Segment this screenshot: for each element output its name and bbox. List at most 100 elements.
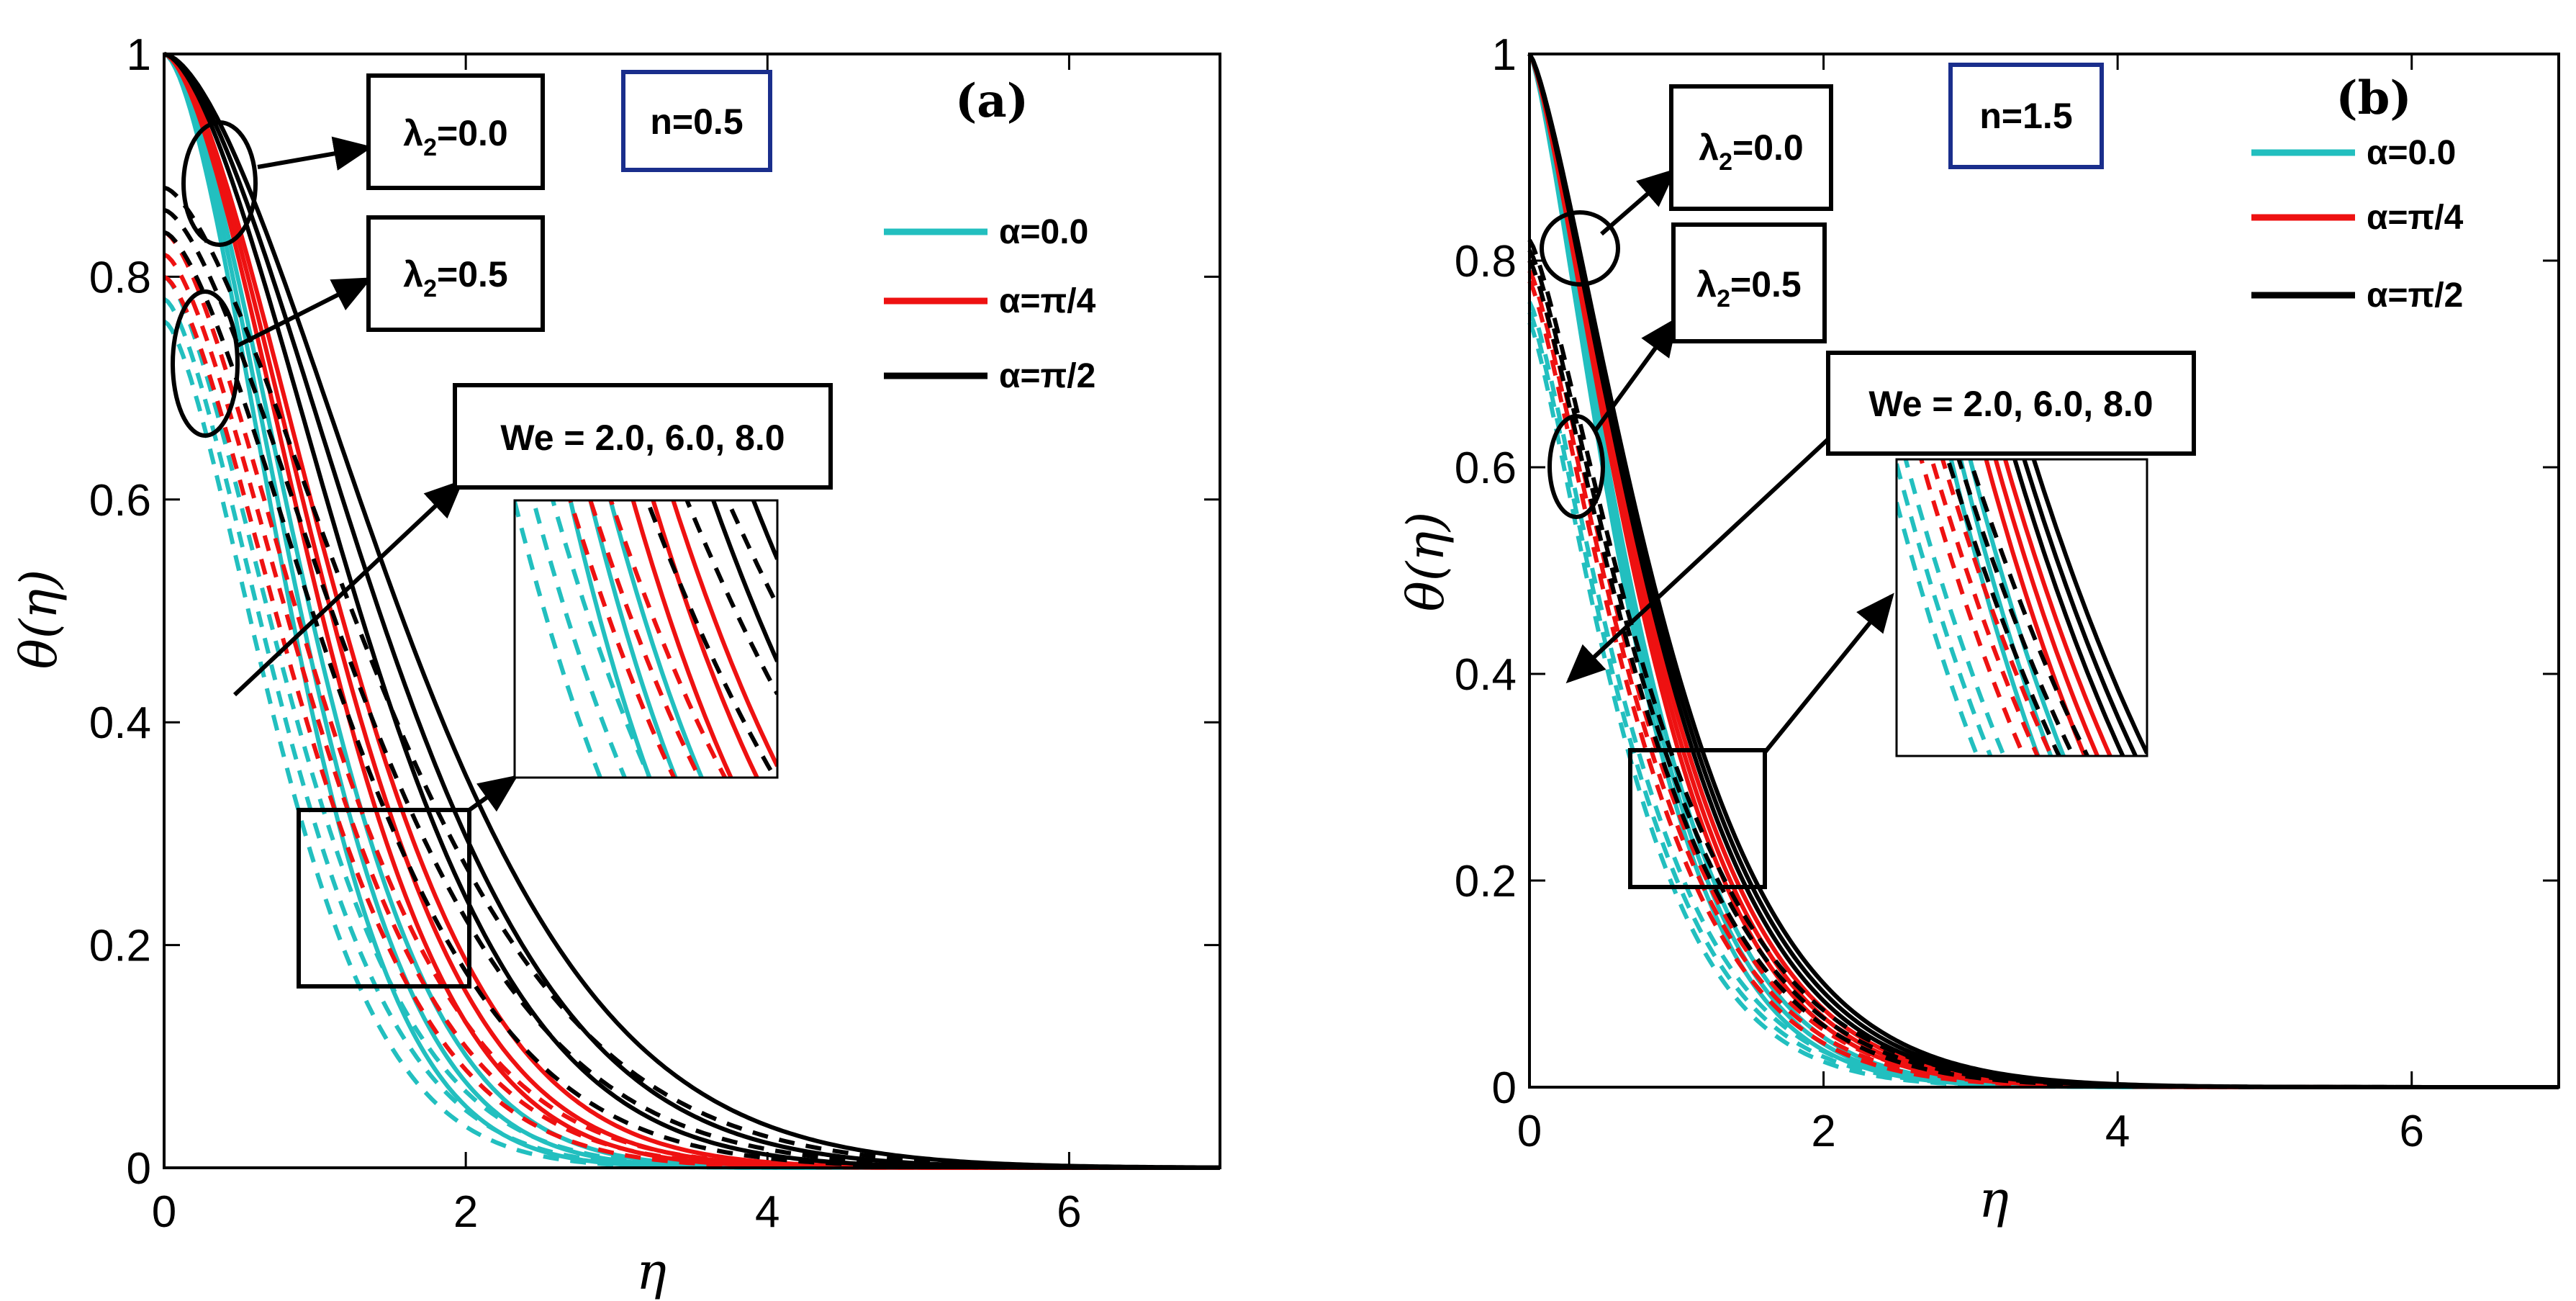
panel-a-inset-series-line-6 [631, 500, 733, 778]
panel-a-inset-series-line-11 [608, 500, 728, 778]
panel-a-frame [163, 53, 1221, 1169]
panel-a-xlabel: η [636, 1242, 666, 1301]
panel-b-ytick-label: 0.4 [1455, 650, 1517, 700]
panel-a-inset-series-line-2 [608, 500, 705, 778]
panel-b-inset-series-line-3 [1897, 502, 1980, 756]
panel-b-inset-series-line-14 [2031, 459, 2147, 755]
panel-b-legend: α=0.0 α=π/4 α=π/2 [2251, 134, 2464, 315]
panel-a-lambda-a-ellipse [181, 120, 258, 247]
panel-b-frame [1528, 53, 2560, 1089]
panel-a-inset-series-line-4 [530, 500, 628, 778]
panel-b-ticks: 0 2 4 6 0 0.2 0.4 0.6 0.8 1 [1455, 30, 2559, 1156]
panel-b-inset-series-line-12 [2012, 459, 2125, 756]
panel-a-inset [513, 499, 779, 779]
panel-b-lambda-b-box [1671, 222, 1827, 343]
panel-b-inset-series-line-5 [1903, 459, 2007, 756]
panel-b-label: (b) [2336, 71, 2411, 125]
panel-b-inset-series-line-11 [1940, 459, 2054, 756]
panel-b-zoom-arrow [1763, 593, 1894, 754]
panel-b-lambda-a-box [1669, 84, 1833, 211]
panel-b-xtick-label: 2 [1811, 1107, 1835, 1156]
panel-a-xtick-label: 2 [453, 1187, 478, 1237]
panel-a-series-line-5 [163, 274, 1220, 1170]
panel-a-label: (a) [955, 74, 1029, 128]
panel-a-inset-frame [513, 499, 779, 779]
panel-b-lambda-b-arrow [1592, 317, 1678, 433]
panel-a-ylabel: θ(η) [9, 570, 68, 670]
panel-b-inset-series-line-6 [1984, 459, 2087, 756]
panel-b-ytick-label: 1 [1492, 30, 1517, 80]
panel-b-n-box [1948, 63, 2104, 169]
panel-a-zoom-box [297, 808, 471, 989]
panel-a-inset-series-line-0 [568, 500, 652, 778]
panel-b-inset-series-line-8 [2002, 459, 2113, 756]
panel-a-lambda-b-text: λ2=0.5 [403, 254, 507, 302]
panel-a-xtick-label: 4 [755, 1187, 779, 1237]
panel-b-inset-series-line-15 [1945, 459, 2062, 756]
panel-b-inset-curves [1897, 459, 2147, 756]
panel-a-inset-curves [515, 500, 777, 778]
panel-b-inset-series-line-4 [1897, 463, 1993, 756]
panel-a-lambda-a-box [366, 73, 545, 190]
panel-a-ytick-label: 0.2 [89, 922, 151, 971]
panel-b-inset-series-line-17 [1967, 459, 2090, 756]
panel-a-inset-series-line-17 [725, 500, 777, 607]
panel-a-inset-series-line-1 [588, 500, 678, 778]
panel-a-lambda-b-ellipse [171, 289, 240, 438]
panel-b-lambda-b-text: λ2=0.5 [1696, 264, 1801, 312]
panel-b-inset-series-line-16 [1956, 459, 2076, 756]
panel-b-n-label: n=1.5 [1979, 96, 2072, 136]
panel-a-inset-series-line-16 [684, 500, 777, 695]
panel-b-ytick-label: 0.8 [1455, 237, 1517, 287]
panel-b-lambda-a-text: λ2=0.0 [1699, 127, 1803, 176]
panel-a-ytick-label: 0.8 [89, 253, 151, 302]
panel-a-lambda-a-arrow [257, 136, 373, 171]
panel-b-lambda-a-arrow [1600, 168, 1677, 236]
panel-a-inset-series-line-5 [550, 500, 652, 778]
panel-a-inset-series-line-12 [710, 500, 777, 662]
panel-a-xtick-label: 6 [1057, 1187, 1081, 1237]
panel-b-lambda-a-ellipse [1540, 210, 1620, 287]
panel-a-inset-series-line-10 [588, 500, 702, 778]
panel-b-inset-frame [1895, 458, 2148, 757]
panel-a-series-line-14 [163, 52, 1220, 1170]
panel-a-ytick-label: 1 [127, 30, 151, 80]
panel-b-ylabel: θ(η) [1396, 512, 1455, 612]
panel-a-ytick-label: 0.4 [89, 698, 151, 748]
panel-b-we-box [1826, 351, 2196, 456]
panel-b-we-text: We = 2.0, 6.0, 8.0 [1868, 384, 2153, 424]
panel-b-zoom-box [1628, 748, 1767, 889]
panel-a-lambda-a-text: λ2=0.0 [403, 113, 507, 161]
panel-a-legend-text-1: α=π/4 [999, 282, 1096, 320]
panel-b-legend-text-0: α=0.0 [2367, 134, 2456, 172]
panel-b-xtick-label: 4 [2105, 1107, 2130, 1156]
panel-a-lambda-b-box [366, 215, 545, 332]
panel-a-inset-series-line-8 [671, 500, 777, 767]
panel-b-we-arrow [1565, 437, 1830, 684]
panel-b-ytick-label: 0.6 [1455, 444, 1517, 493]
panel-b-ytick-label: 0 [1492, 1063, 1517, 1113]
panel-a-lambda-b-arrow [236, 277, 373, 348]
panel-a: 0 2 4 6 0 0.2 0.4 0.6 0.8 1 θ(η) η (a) n=0.5 λ2=0… [9, 30, 1221, 1301]
panel-a-zoom-arrow [468, 775, 518, 812]
panel-a-series-line-15 [163, 230, 1220, 1170]
panel-b: 0 2 4 6 0 0.2 0.4 0.6 0.8 1 θ(η) η (b) n=1.5 λ2=0… [1396, 30, 2560, 1229]
panel-b-series-line-17 [1527, 238, 2559, 1089]
panel-b-legend-text-1: α=π/4 [2367, 199, 2464, 237]
panel-a-legend-text-2: α=π/2 [999, 357, 1095, 395]
panel-a-ytick-label: 0 [127, 1144, 151, 1194]
panel-a-we-box [453, 383, 833, 490]
panel-b-inset-series-line-7 [1993, 459, 2100, 756]
panel-a-n-box [621, 70, 772, 172]
panel-a-series-line-11 [163, 230, 1220, 1170]
panel-b-xlabel: η [1979, 1170, 2009, 1229]
panel-a-xtick-label: 0 [152, 1187, 176, 1237]
panel-b-lambda-b-ellipse [1547, 414, 1605, 519]
panel-b-inset-series-line-0 [1948, 459, 2041, 756]
panel-a-ytick-label: 0.6 [89, 476, 151, 526]
panel-a-we-arrow [232, 479, 464, 697]
panel-a-ticks: 0 2 4 6 0 0.2 0.4 0.6 0.8 1 [89, 30, 1220, 1237]
panel-b-legend-text-2: α=π/2 [2367, 276, 2463, 315]
panel-b-inset [1895, 458, 2148, 757]
